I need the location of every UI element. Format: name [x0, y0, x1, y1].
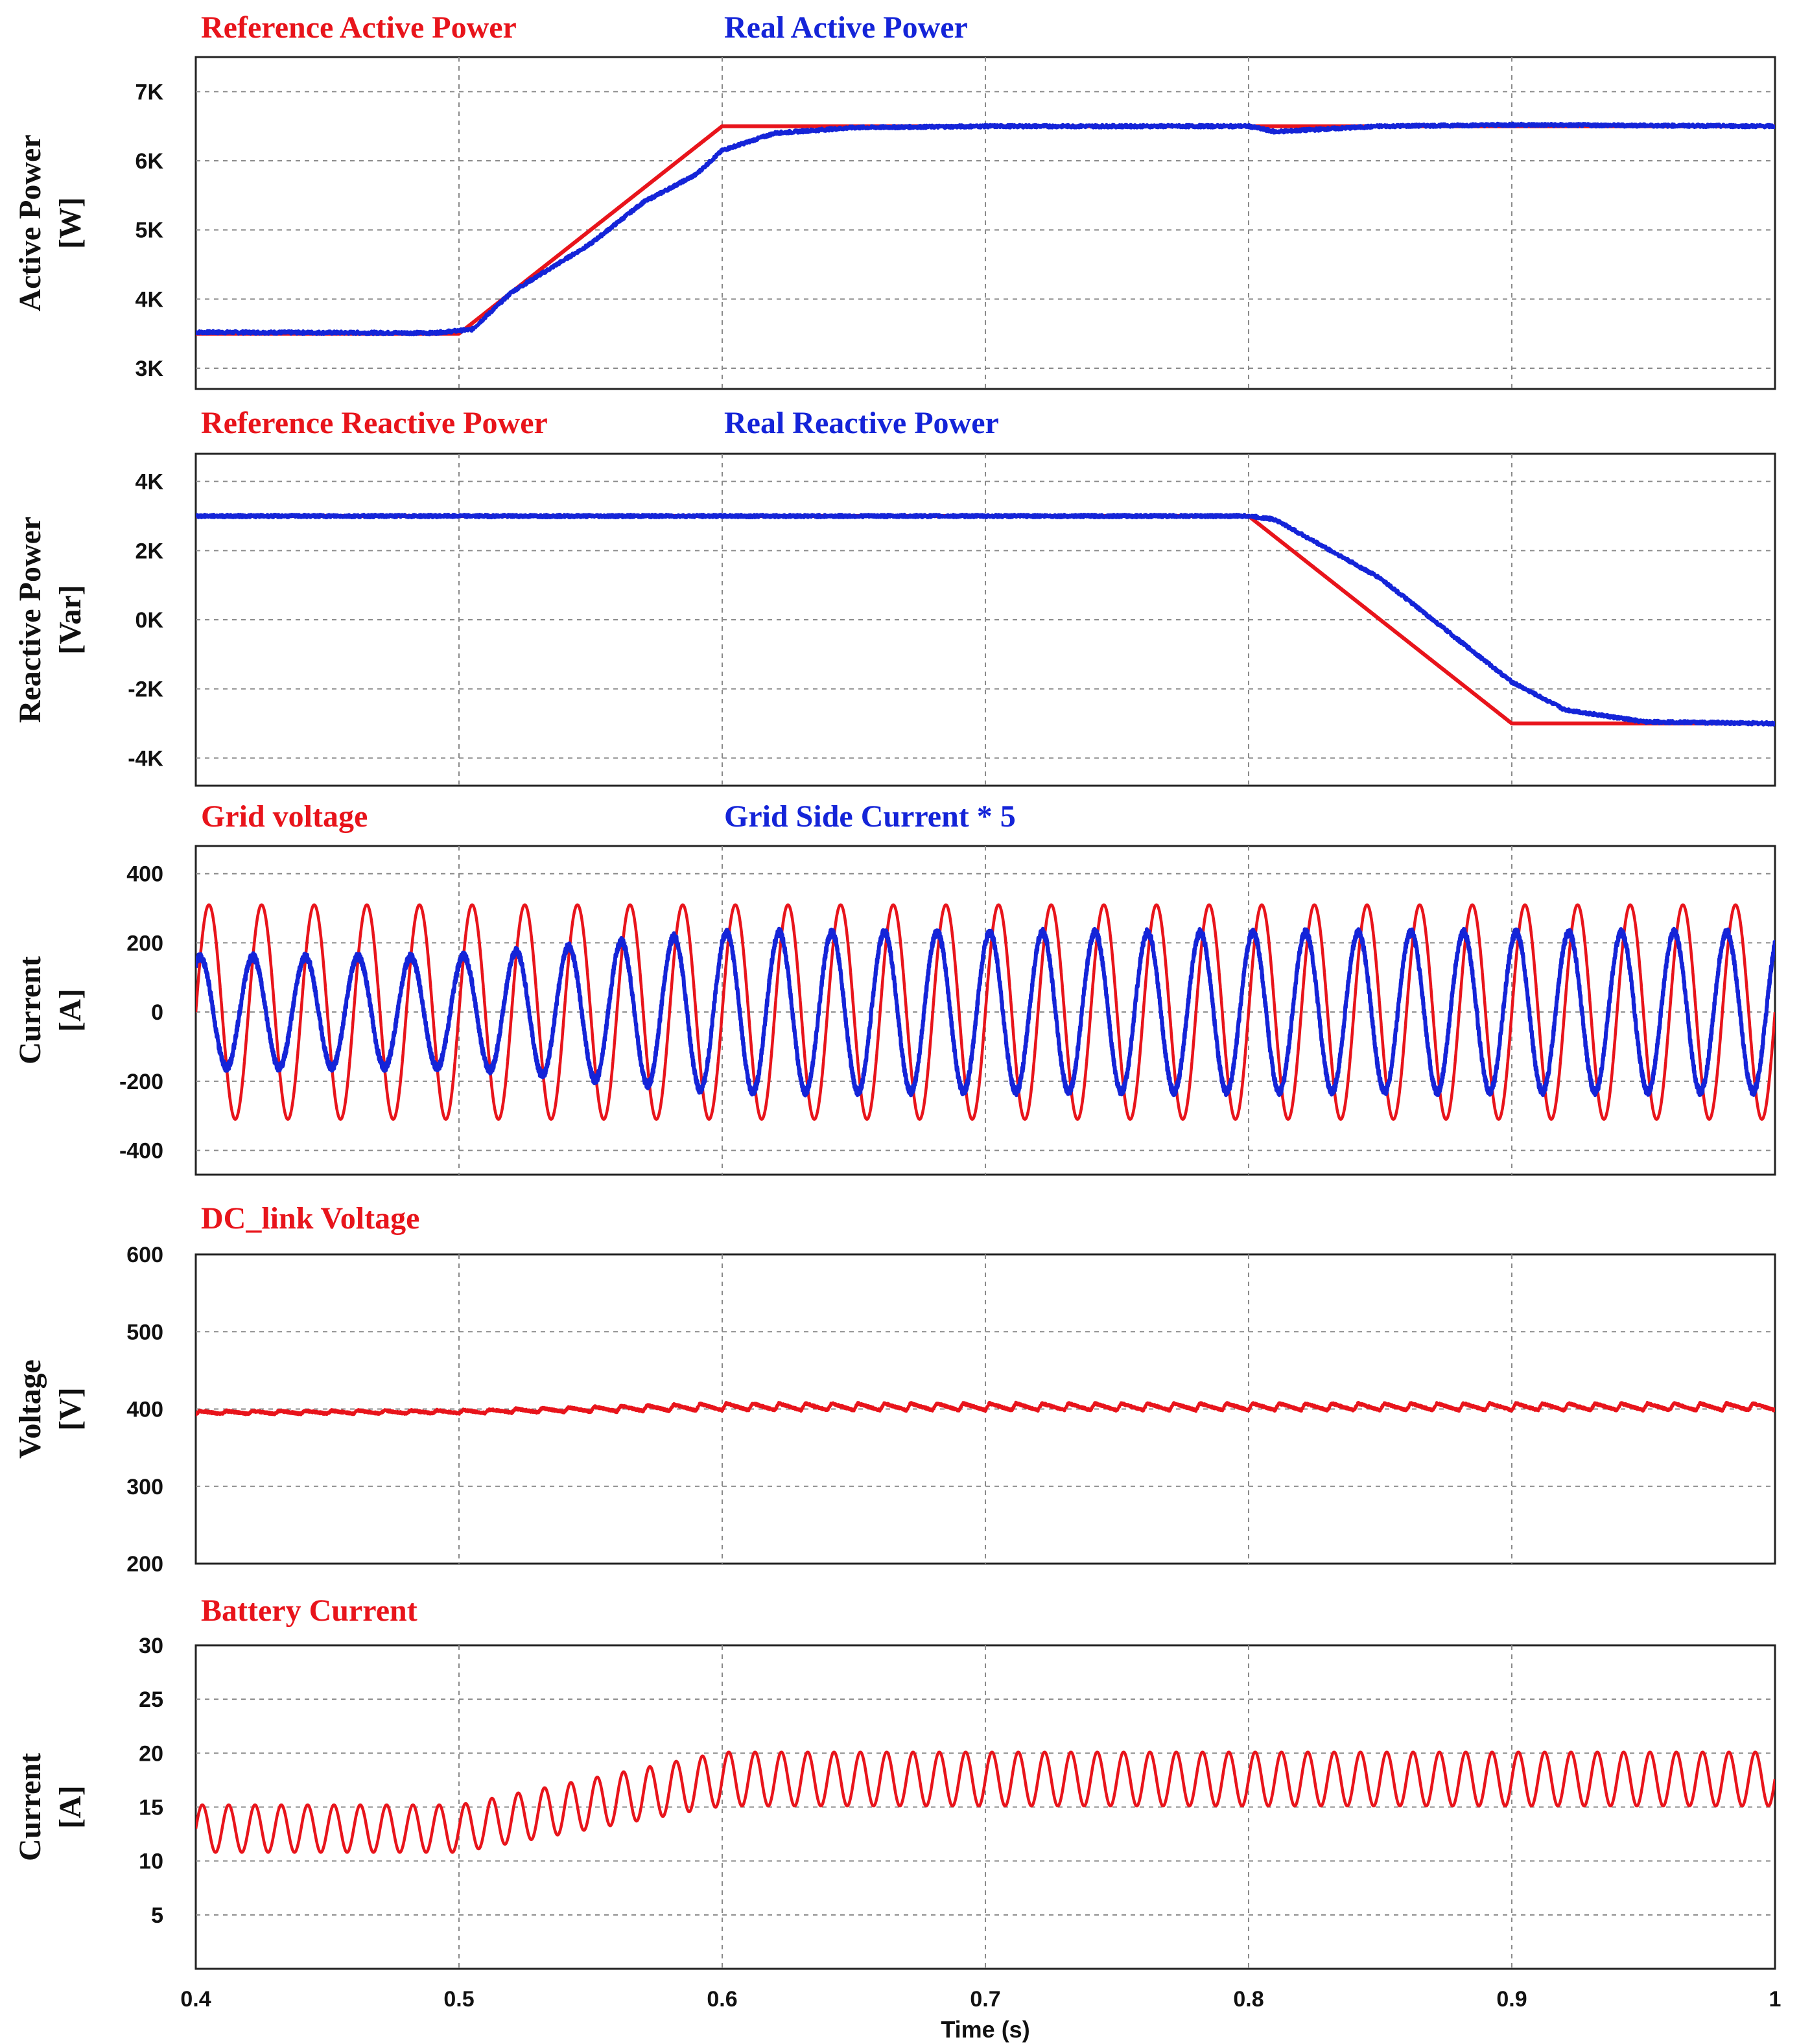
y-axis-label: Current [A] — [13, 1753, 88, 1861]
series-title: Reference Active Power — [201, 10, 517, 45]
y-tick-label: 0K — [135, 608, 164, 633]
y-tick-label: 4K — [135, 287, 164, 312]
y-tick-label: 3K — [135, 357, 164, 381]
y-tick-label: 20 — [139, 1741, 163, 1766]
x-tick-label: 0.7 — [970, 1987, 1000, 2012]
y-tick-label: 25 — [139, 1687, 163, 1712]
y-tick-label: -400 — [119, 1139, 163, 1164]
y-tick-label: 10 — [139, 1850, 163, 1874]
y-tick-label: -4K — [128, 746, 163, 771]
series-title: DC_link Voltage — [201, 1201, 419, 1236]
y-tick-label: 5K — [135, 218, 164, 243]
x-axis-label: Time (s) — [941, 2016, 1029, 2043]
y-tick-label: 5 — [151, 1903, 163, 1928]
y-tick-label: -200 — [119, 1070, 163, 1094]
y-tick-label: 2K — [135, 539, 164, 563]
x-tick-label: 0.4 — [180, 1987, 211, 2012]
y-tick-label: 7K — [135, 80, 164, 104]
series-title: Grid Side Current * 5 — [724, 799, 1016, 834]
y-tick-label: 500 — [126, 1320, 163, 1345]
y-tick-label: 15 — [139, 1796, 163, 1820]
y-tick-label: -2K — [128, 677, 163, 702]
y-tick-label: 30 — [139, 1634, 163, 1658]
x-tick-label: 0.8 — [1233, 1987, 1264, 2012]
y-tick-label: 200 — [126, 1552, 163, 1577]
y-axis-label: Active Power [W] — [13, 134, 88, 311]
x-tick-label: 0.6 — [707, 1987, 737, 2012]
series-title: Reference Reactive Power — [201, 406, 548, 440]
y-tick-label: 400 — [126, 1398, 163, 1422]
x-tick-label: 0.5 — [443, 1987, 474, 2012]
y-tick-label: 4K — [135, 470, 164, 495]
series-line-blue — [196, 926, 1775, 1098]
chart-panel-p2: -4K -2K 0K 2K 4K Reactive Power [Var] Reference… — [13, 406, 1776, 787]
y-tick-label: 200 — [126, 931, 163, 956]
y-tick-label: 6K — [135, 149, 164, 174]
series-title: Real Active Power — [724, 10, 968, 45]
x-tick-label: 1 — [1769, 1987, 1781, 2012]
y-axis-label: Current [A] — [13, 956, 88, 1064]
series-line-red — [196, 1400, 1775, 1416]
y-axis-label: Voltage [V] — [13, 1359, 88, 1459]
x-tick-label: 0.9 — [1496, 1987, 1527, 2012]
series-line-blue — [196, 513, 1775, 727]
chart-panel-p4: 200 300 400 500 600 Voltage [V] DC_link Voltage — [13, 1201, 1776, 1577]
series-line-blue — [196, 121, 1775, 336]
series-line-red — [196, 1750, 1775, 1854]
y-tick-label: 300 — [126, 1475, 163, 1499]
y-tick-label: 0 — [151, 1000, 163, 1025]
y-axis-label: Reactive Power [Var] — [13, 517, 88, 723]
chart-panel-p5: 5 10 15 20 25 30 0.4 0.5 0.6 0.7 0.8 0.9 1 Time (s) Cu… — [13, 1593, 1781, 2043]
series-title: Battery Current — [201, 1593, 417, 1628]
series-line-red — [196, 903, 1775, 1121]
chart-panel-p1: 3K 4K 5K 6K 7K Active Power [W] Reference Activ… — [13, 10, 1776, 390]
series-title: Grid voltage — [201, 799, 368, 834]
series-title: Real Reactive Power — [724, 406, 999, 440]
y-tick-label: 400 — [126, 862, 163, 887]
y-tick-label: 600 — [126, 1243, 163, 1267]
chart-panel-p3: -400 -200 0 200 400 Current [A] Grid voltage Gri… — [13, 799, 1776, 1176]
